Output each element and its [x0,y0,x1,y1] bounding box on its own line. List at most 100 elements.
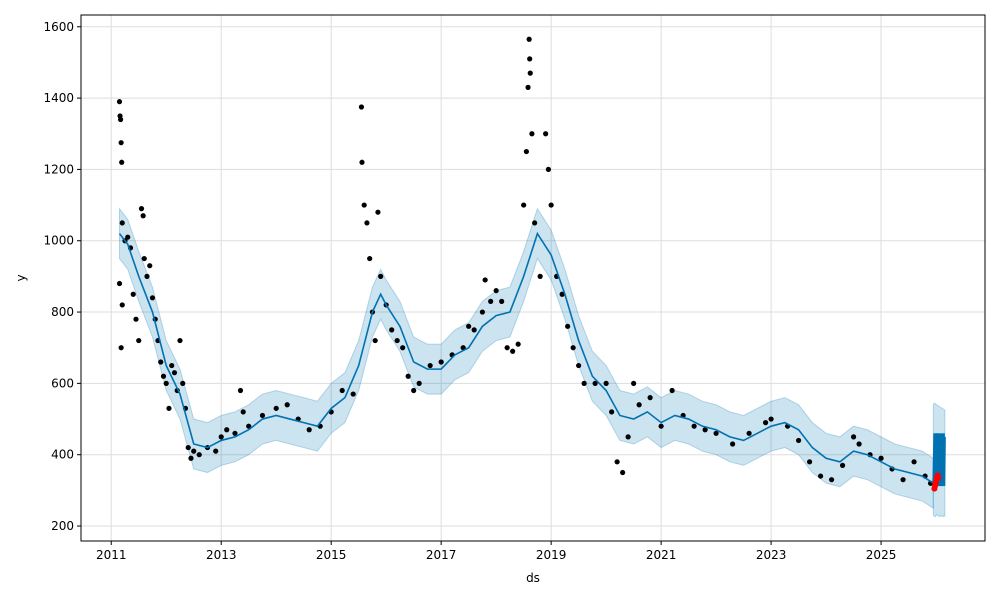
observed-point [237,387,244,394]
observed-point [636,402,642,408]
observed-point [158,359,164,365]
observed-point [389,327,395,333]
highlighted-point [935,474,942,481]
observed-point [620,469,626,476]
x-tick-label: 2021 [646,548,677,562]
observed-point [171,370,178,376]
observed-point [149,295,156,301]
observed-point [510,348,516,354]
observed-point [878,455,884,461]
observed-point [188,455,194,461]
observed-point [185,444,191,451]
observed-point [438,359,444,365]
observed-point [702,427,708,433]
uncertainty-bands [118,207,946,518]
y-tick-label: 1200 [43,162,74,176]
grid [81,15,985,541]
x-tick-label: 2017 [426,548,457,562]
observed-point [466,323,472,329]
y-tick-label: 600 [51,376,74,390]
observed-point [196,452,202,458]
observed-point [581,380,587,386]
observed-point [163,380,169,386]
y-tick-label: 800 [51,305,74,319]
observed-point [479,309,486,315]
observed-point [525,84,531,90]
observed-point [609,409,615,415]
observed-point [130,291,136,297]
x-tick-label: 2011 [96,548,127,562]
observed-point [119,220,125,226]
observed-point [559,291,565,297]
observed-point [817,473,824,479]
x-tick-label: 2013 [206,548,237,562]
observed-point [358,104,365,110]
y-axis-label: y [14,274,28,281]
observed-point [213,448,219,454]
x-axis-label: ds [526,571,540,585]
observed-point [117,116,124,123]
observed-point [504,345,510,351]
observed-point [565,323,571,329]
observed-point [762,420,769,426]
observed-point [411,387,417,394]
observed-point [537,273,543,279]
observed-point [306,427,312,433]
observed-point [482,277,488,283]
observed-point [658,423,664,429]
plot-frame [80,14,986,542]
observed-point [730,441,736,447]
observed-point [427,362,433,369]
observed-point [136,337,142,344]
observed-point [850,434,857,440]
observed-point [119,159,125,165]
observed-point [232,430,238,436]
observed-point [806,459,813,465]
observed-point [364,220,370,226]
observed-point [375,209,381,215]
observed-point [523,148,530,155]
observed-point [405,373,411,379]
observed-point [138,206,145,212]
observed-point [828,477,835,483]
observed-point [746,430,752,436]
observed-point [118,345,124,351]
observed-point [350,391,356,397]
y-tick-label: 200 [51,519,74,533]
observed-point [259,412,266,419]
observed-point [795,437,802,444]
observed-point [416,380,422,386]
observed-point [133,316,139,322]
observed-point [548,202,554,208]
observed-point [394,337,400,344]
observed-point [147,263,153,269]
observed-point [191,448,197,454]
observed-point [141,255,147,262]
observed-point [713,430,719,436]
highlighted-points [931,472,942,492]
observed-point [246,423,252,429]
observed-point [125,234,131,240]
axis-ticks: 2011 2013 2015 2017 2019 2021 2023 2025 200 400 60… [43,20,896,562]
observed-point [367,255,373,262]
y-tick-label: 1400 [43,91,74,105]
observed-point [118,140,124,146]
observed-point [543,131,549,137]
observed-point [625,434,631,440]
observed-point [378,273,384,279]
observed-point [140,213,146,219]
observed-point [532,220,538,226]
observed-point [144,273,150,279]
observed-point [400,345,406,351]
observed-point [911,459,917,465]
observed-point [576,362,582,369]
observed-point [856,441,862,447]
x-tick-label: 2019 [536,548,567,562]
observed-point [359,159,365,165]
observed-point [527,56,533,62]
observed-point [273,405,279,411]
observed-point [614,459,620,465]
y-tick-label: 1000 [43,234,74,248]
observed-point [339,387,345,394]
